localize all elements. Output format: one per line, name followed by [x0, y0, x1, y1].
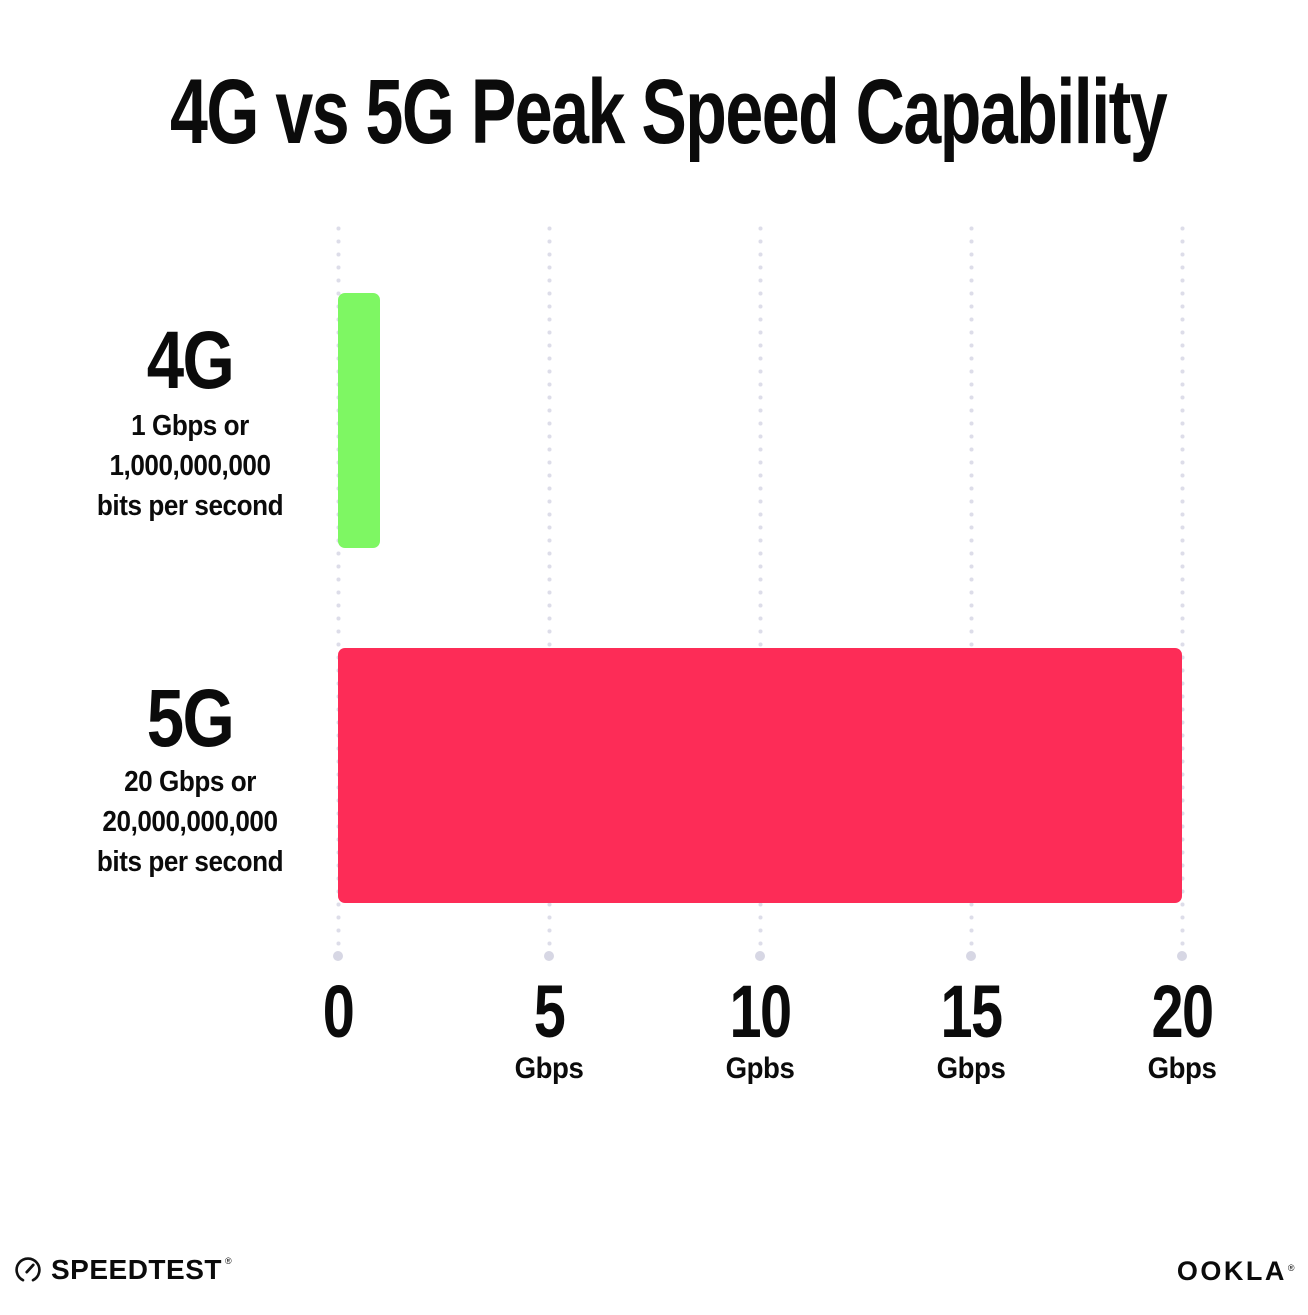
sublabel-line: 20,000,000,000 [102, 806, 278, 838]
gridline-20 [1179, 222, 1185, 949]
ookla-trademark: ® [1287, 1263, 1297, 1273]
speedtest-wordmark: SPEEDTEST [51, 1254, 222, 1285]
ookla-logo: OOKLA® [1177, 1258, 1296, 1285]
sublabel-line: 1,000,000,000 [109, 450, 271, 482]
x-tick-unit-10: Gpbs [725, 1052, 795, 1085]
category-sublabel-4g: 1 Gbps or 1,000,000,000 bits per second [55, 406, 325, 526]
gridline-0 [335, 222, 341, 949]
category-sublabel-5g: 20 Gbps or 20,000,000,000 bits per second [55, 762, 325, 882]
category-label-4g: 4G [146, 315, 235, 406]
gridline-5 [546, 222, 552, 949]
sublabel-line: bits per second [96, 846, 284, 878]
x-tick-unit-5: Gbps [514, 1052, 584, 1085]
sublabel-line: 20 Gbps or [124, 766, 256, 798]
speedtest-gauge-icon [14, 1256, 42, 1284]
bar-4g [338, 293, 381, 548]
sublabel-line: bits per second [96, 490, 284, 522]
x-tick-unit-15: Gbps [936, 1052, 1006, 1085]
x-tick-label-20: 20 [1151, 970, 1214, 1053]
x-tick-label-5: 5 [533, 970, 566, 1053]
bar-5g [338, 648, 1182, 903]
sublabel-line: 1 Gbps or [131, 410, 249, 442]
x-tick-label-0: 0 [322, 970, 355, 1053]
speedtest-logo: SPEEDTEST ® [14, 1254, 232, 1285]
x-tick-unit-20: Gbps [1147, 1052, 1217, 1085]
chart-title: 4G vs 5G Peak Speed Capability [170, 60, 1168, 163]
x-tick-label-15: 15 [940, 970, 1003, 1053]
x-tick-label-10: 10 [729, 970, 792, 1053]
speedtest-trademark: ® [224, 1256, 232, 1266]
gridline-15 [968, 222, 974, 949]
category-label-5g: 5G [146, 673, 235, 764]
ookla-wordmark: OOKLA [1176, 1256, 1287, 1286]
gridline-10 [757, 222, 763, 949]
